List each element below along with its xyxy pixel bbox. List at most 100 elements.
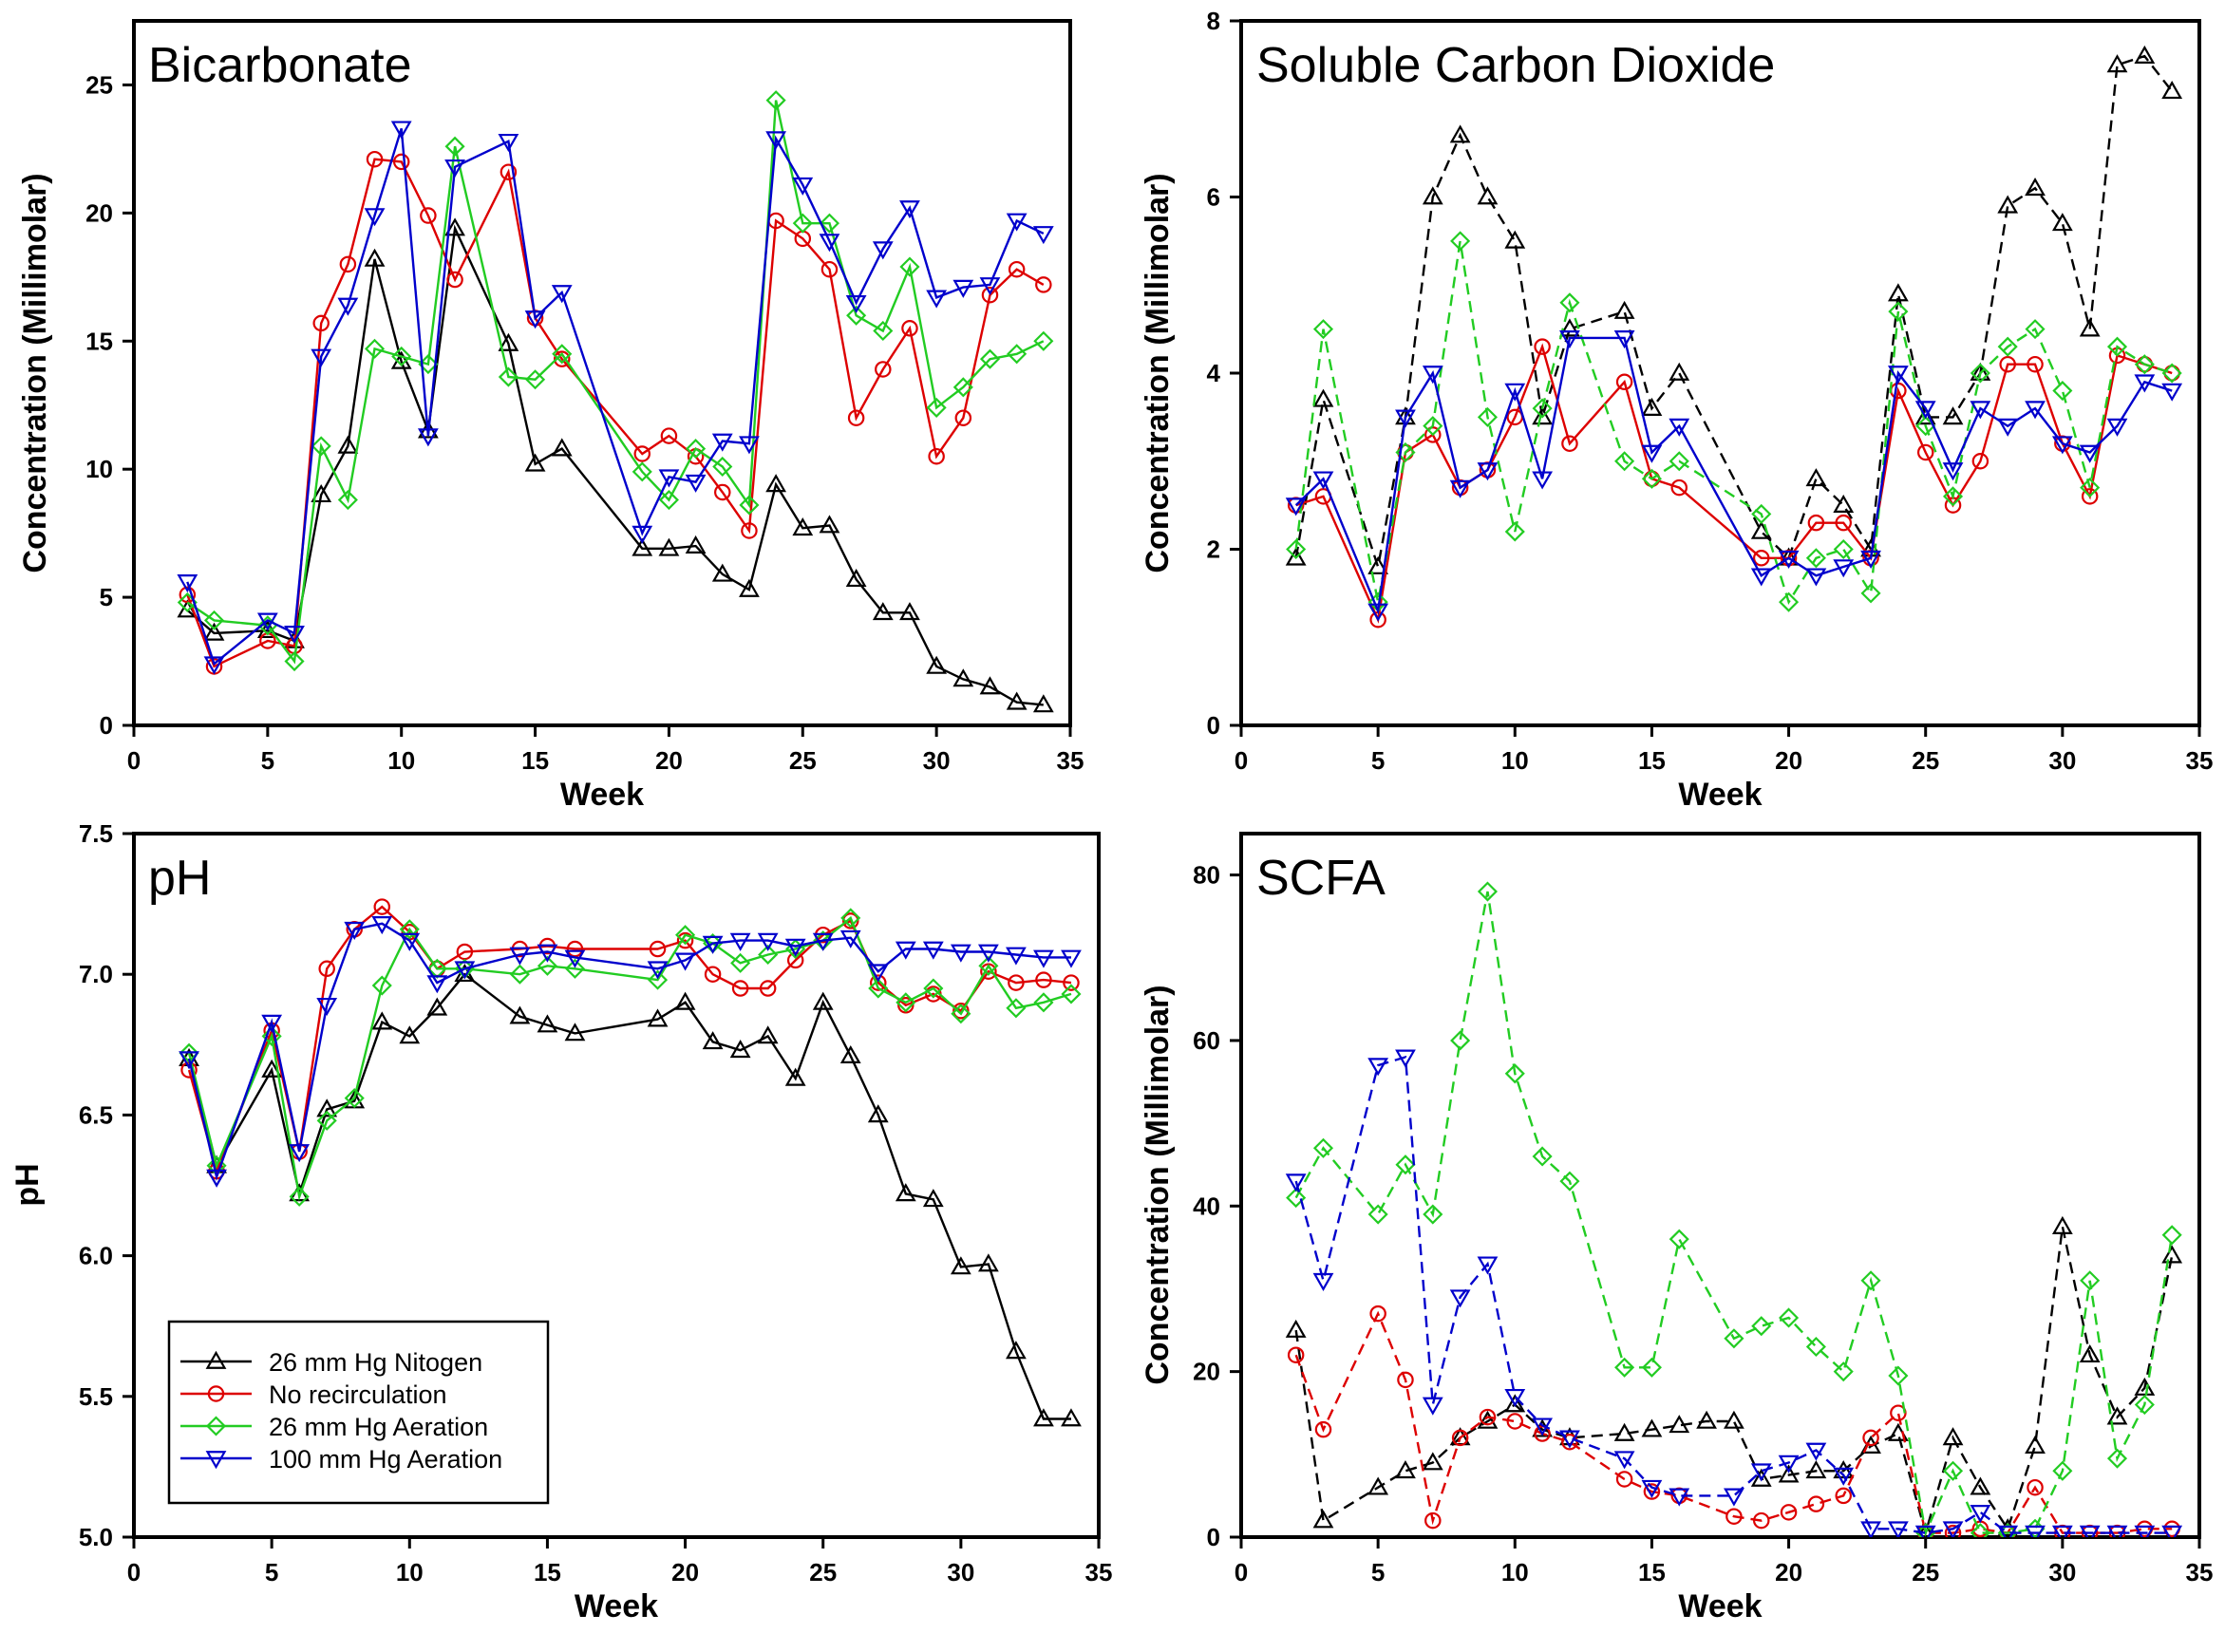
plot-frame <box>1239 832 2201 1539</box>
data-point <box>2025 319 2046 340</box>
y-tick-label: 2 <box>1207 535 1220 564</box>
data-point <box>1888 1365 1909 1386</box>
data-point <box>1061 949 1082 968</box>
data-point <box>1423 1204 1443 1225</box>
data-point <box>525 369 546 390</box>
data-point <box>1860 1270 1881 1291</box>
data-point <box>873 320 894 342</box>
data-point <box>1006 691 1028 710</box>
data-point <box>509 964 530 985</box>
data-point <box>1032 226 1054 245</box>
data-point <box>391 346 412 367</box>
data-point <box>1504 383 1526 402</box>
plot-area <box>177 90 1054 713</box>
data-point <box>1006 947 1027 966</box>
data-point <box>1641 1418 1663 1437</box>
data-point <box>1534 338 1551 355</box>
data-point <box>1669 1229 1689 1249</box>
data-point <box>1807 1495 1825 1512</box>
data-point <box>2051 1215 2073 1234</box>
data-point <box>1970 362 1991 381</box>
x-axis-label: Week <box>560 777 644 813</box>
data-point <box>373 898 391 915</box>
data-point <box>979 348 1001 369</box>
data-point <box>1833 559 1855 578</box>
data-point <box>1033 949 1054 968</box>
data-point <box>867 964 889 983</box>
data-point <box>1423 416 1443 437</box>
data-point <box>658 469 680 488</box>
data-point <box>1006 213 1028 232</box>
data-point <box>364 208 386 227</box>
data-point <box>1559 1171 1580 1192</box>
data-point <box>366 150 384 168</box>
data-point <box>812 932 834 951</box>
bicarbonate-panel: 0 5 10 15 20 25 30 35 0 5 10 15 20 25 Week Concentratio… <box>17 19 1084 813</box>
data-point <box>901 320 918 337</box>
x-axis-label: Week <box>1678 1588 1762 1624</box>
x-tick-label: 20 <box>1775 746 1802 775</box>
data-point <box>1422 1397 1443 1416</box>
data-point <box>537 955 557 976</box>
data-point <box>289 1144 311 1163</box>
data-point <box>1862 1429 1879 1447</box>
data-point <box>922 941 944 960</box>
series-no-recirculation <box>179 150 1052 675</box>
data-point <box>676 931 694 949</box>
data-point <box>1750 1463 1772 1482</box>
data-point <box>1422 366 1443 385</box>
data-point <box>1451 1429 1469 1447</box>
data-point <box>2081 488 2099 505</box>
data-point <box>1008 974 1025 991</box>
series-line <box>187 915 1072 1202</box>
data-point <box>261 1014 283 1033</box>
data-point <box>868 978 889 999</box>
data-point <box>1033 1408 1054 1427</box>
y-tick-label: 5.5 <box>79 1382 113 1411</box>
data-point <box>759 980 777 997</box>
y-tick-label: 6 <box>1207 183 1220 212</box>
data-point <box>1008 260 1026 278</box>
x-tick-label: 5 <box>261 746 274 775</box>
data-point <box>1724 1410 1744 1429</box>
data-point <box>979 676 1001 695</box>
data-point <box>1007 344 1028 365</box>
x-tick-label: 35 <box>1085 1558 1113 1586</box>
y-tick-label: 7.0 <box>79 960 113 988</box>
data-point <box>1942 406 1964 425</box>
data-point <box>977 944 999 963</box>
data-point <box>875 361 892 378</box>
legend-entry: No recirculation <box>180 1380 447 1409</box>
data-point <box>311 436 331 457</box>
data-point <box>1724 1488 1744 1507</box>
plot-area <box>1285 881 2183 1537</box>
y-tick-label: 0 <box>100 711 113 740</box>
x-tick-label: 20 <box>655 746 683 775</box>
data-point <box>1944 1524 1962 1537</box>
y-axis-label: Concentration (Millimolar) <box>1140 173 1176 573</box>
series-line <box>1294 891 2174 1537</box>
data-point <box>1641 1357 1662 1378</box>
data-point <box>203 622 225 641</box>
x-tick-label: 0 <box>127 1558 141 1586</box>
data-point <box>1669 418 1690 437</box>
data-point <box>928 447 945 465</box>
data-point <box>1778 1464 1800 1483</box>
data-point <box>1422 186 1443 205</box>
data-point <box>2079 444 2101 463</box>
x-tick-label: 30 <box>2048 1558 2076 1586</box>
data-point <box>757 1025 779 1044</box>
data-point <box>177 574 198 593</box>
data-point <box>444 217 465 236</box>
data-point <box>1752 1511 1770 1530</box>
data-point <box>711 563 733 582</box>
data-point <box>2134 45 2156 64</box>
series-100-mm-hg-aeration <box>179 915 1082 1188</box>
data-point <box>2106 1448 2128 1469</box>
data-point <box>524 310 546 329</box>
x-tick-label: 10 <box>396 1558 424 1586</box>
data-point <box>1780 1504 1798 1521</box>
data-point <box>1641 468 1662 489</box>
data-point <box>2080 1270 2101 1291</box>
plot-area <box>1285 45 2183 629</box>
